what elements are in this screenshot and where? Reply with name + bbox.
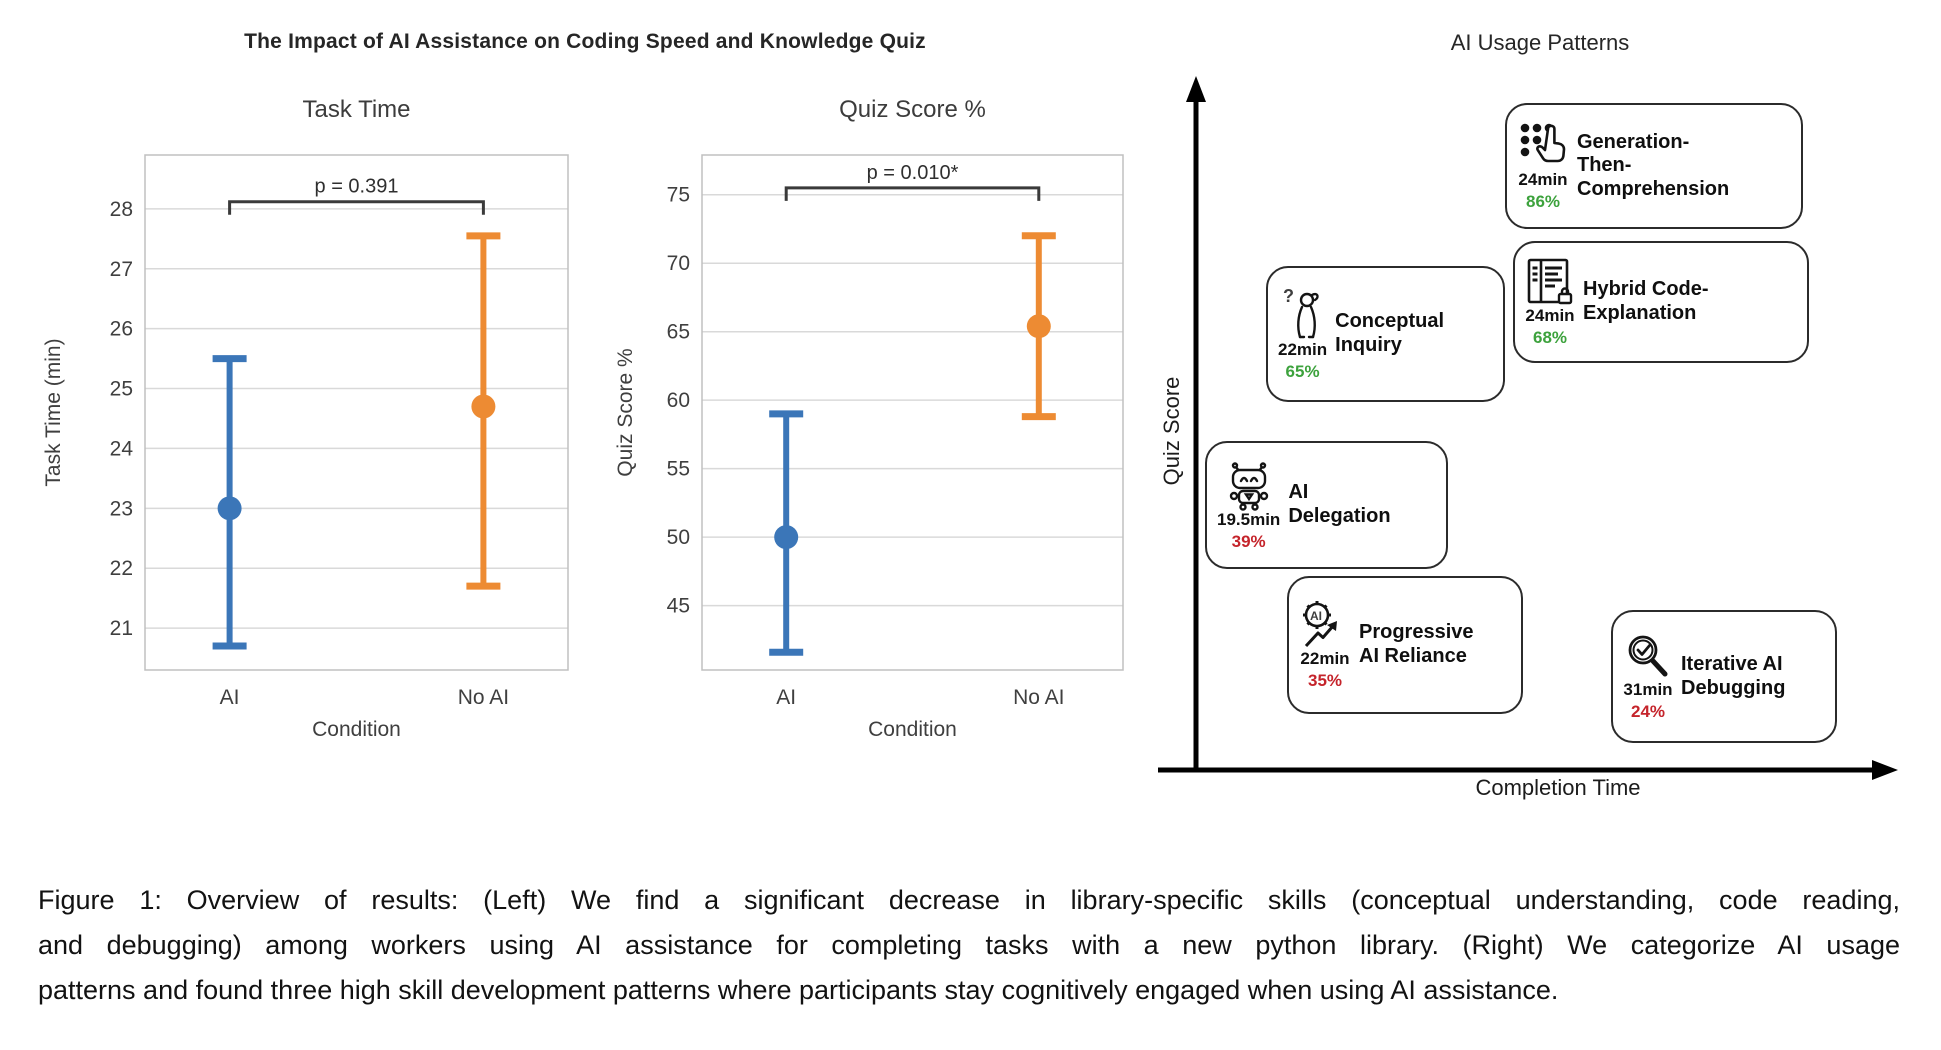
pattern-stats: 19.5min 39% bbox=[1217, 458, 1280, 552]
y-tick-label: 60 bbox=[667, 389, 690, 412]
chart-title: Task Time bbox=[302, 96, 410, 123]
y-tick-label: 26 bbox=[110, 318, 133, 341]
pattern-score: 39% bbox=[1231, 532, 1266, 551]
pattern-label: Iterative AI Debugging bbox=[1681, 652, 1786, 699]
tap-generate-icon bbox=[1520, 123, 1566, 163]
y-tick-label: 65 bbox=[667, 321, 690, 344]
pattern-time: 22min bbox=[1278, 340, 1328, 359]
pattern-stats: AI 22min 35% bbox=[1299, 599, 1351, 691]
mean-marker bbox=[217, 496, 242, 521]
y-tick-label: 22 bbox=[110, 557, 133, 580]
y-tick-label: 28 bbox=[110, 198, 133, 221]
pattern-label: AI Delegation bbox=[1288, 481, 1391, 527]
caption-line-1: Figure 1: Overview of results: (Left) We… bbox=[38, 885, 1900, 915]
pattern-stats: ? 22min 65% bbox=[1278, 286, 1327, 382]
pattern-stats: 31min 24% bbox=[1623, 632, 1673, 722]
pattern-score: 68% bbox=[1532, 328, 1568, 347]
y-tick-label: 24 bbox=[110, 437, 134, 460]
magnifier-check-icon bbox=[1628, 635, 1668, 676]
usage-patterns-title: AI Usage Patterns bbox=[1450, 30, 1630, 55]
p-value-label: p = 0.010* bbox=[867, 162, 959, 184]
ai-usage-patterns-panel: AI Usage Patterns Quiz Score Completion … bbox=[1150, 0, 1941, 845]
code-document-lock-icon bbox=[1527, 258, 1573, 305]
figure-main-title: The Impact of AI Assistance on Coding Sp… bbox=[244, 30, 926, 53]
pattern-box-iterative-ai-debugging: 31min 24% Iterative AI Debugging bbox=[1611, 610, 1837, 743]
quiz-score-axis-arrowhead bbox=[1186, 76, 1206, 102]
pattern-score: 24% bbox=[1630, 701, 1666, 721]
y-axis-label: Quiz Score % bbox=[614, 348, 637, 476]
x-axis-label: Condition bbox=[868, 718, 957, 741]
pattern-label: Hybrid Code-Explanation bbox=[1583, 278, 1709, 324]
x-tick-label: No AI bbox=[458, 686, 509, 709]
quiz-score-errorbar-chart: 45 50 55 60 65 70 75 Quiz Score % p = 0.010* AI No… bbox=[614, 96, 1124, 741]
svg-text:AI: AI bbox=[1310, 609, 1322, 623]
plot-frame bbox=[144, 154, 569, 671]
significance-bracket bbox=[228, 200, 485, 215]
ai-gear-arrow-icon: AI bbox=[1303, 601, 1337, 648]
pattern-box-ai-delegation: 19.5min 39% AI Delegation bbox=[1205, 441, 1448, 569]
pattern-label: Generation-Then-Comprehension bbox=[1577, 130, 1730, 200]
significance-bracket bbox=[784, 186, 1041, 201]
pattern-stats: 24min 86% bbox=[1517, 120, 1569, 212]
caption-line-2: and debugging) among workers using AI as… bbox=[38, 930, 1900, 960]
pattern-score: 86% bbox=[1525, 192, 1561, 211]
robot-icon bbox=[1229, 462, 1268, 511]
pattern-label: Conceptual Inquiry bbox=[1335, 310, 1445, 356]
pattern-score: 65% bbox=[1285, 362, 1320, 381]
pattern-box-hybrid-code-explanation: 24min 68% Hybrid Code-Explanation bbox=[1513, 241, 1809, 363]
pattern-time: 24min bbox=[1525, 306, 1575, 325]
svg-text:?: ? bbox=[1283, 286, 1294, 306]
pattern-label: Progressive AI Reliance bbox=[1359, 621, 1474, 667]
y-tick-label: 50 bbox=[667, 526, 690, 549]
usage-axes bbox=[1158, 76, 1898, 780]
y-tick-label: 70 bbox=[667, 252, 690, 275]
quiz-score-axis-label: Quiz Score bbox=[1159, 376, 1184, 486]
pattern-score: 35% bbox=[1307, 671, 1343, 690]
thinking-person-icon: ? bbox=[1283, 286, 1319, 339]
pattern-stats: 24min 68% bbox=[1525, 256, 1575, 348]
plot-frame bbox=[701, 154, 1124, 671]
task-time-errorbar-chart: 21 22 23 24 25 26 27 28 Task Time p = 0.391 AI No A… bbox=[42, 96, 569, 741]
y-tick-label: 75 bbox=[667, 184, 690, 207]
x-tick-label: AI bbox=[220, 686, 240, 709]
x-tick-label: AI bbox=[776, 686, 796, 709]
y-tick-label: 25 bbox=[110, 378, 133, 401]
pattern-time: 19.5min bbox=[1217, 510, 1281, 529]
y-axis-label: Task Time (min) bbox=[42, 338, 65, 486]
mean-marker bbox=[1026, 314, 1051, 339]
x-tick-label: No AI bbox=[1013, 686, 1064, 709]
pattern-time: 22min bbox=[1300, 649, 1350, 668]
pattern-box-conceptual-inquiry: ? 22min 65% Conceptual Inquiry bbox=[1266, 266, 1505, 402]
completion-time-axis-arrowhead bbox=[1872, 760, 1898, 780]
y-tick-label: 21 bbox=[110, 617, 133, 640]
y-tick-label: 27 bbox=[110, 258, 133, 281]
chart-title: Quiz Score % bbox=[839, 96, 986, 123]
y-tick-label: 55 bbox=[667, 458, 690, 481]
pattern-time: 24min bbox=[1518, 170, 1568, 189]
pattern-box-generation-then-comprehension: 24min 86% Generation-Then-Comprehension bbox=[1505, 103, 1803, 229]
completion-time-axis-label: Completion Time bbox=[1475, 775, 1641, 800]
x-axis-label: Condition bbox=[312, 718, 401, 741]
y-tick-label: 23 bbox=[110, 497, 133, 520]
p-value-label: p = 0.391 bbox=[315, 176, 399, 198]
pattern-time: 31min bbox=[1623, 679, 1673, 699]
mean-marker bbox=[774, 525, 799, 550]
pattern-box-progressive-ai-reliance: AI 22min 35% Progressive AI Reliance bbox=[1287, 576, 1523, 714]
y-tick-label: 45 bbox=[667, 595, 690, 618]
figure-caption: Figure 1: Overview of results: (Left) We… bbox=[38, 878, 1900, 1013]
caption-line-3: patterns and found three high skill deve… bbox=[38, 975, 1559, 1005]
mean-marker bbox=[471, 394, 496, 419]
